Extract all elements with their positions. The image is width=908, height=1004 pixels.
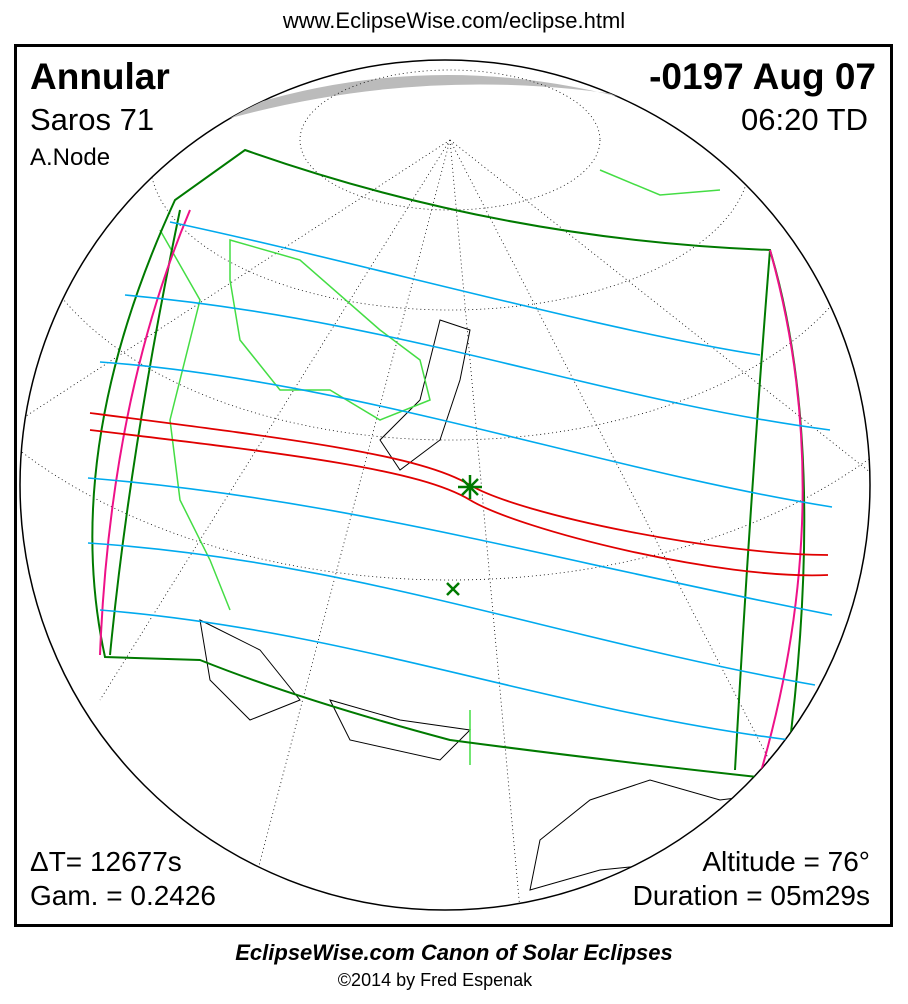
penumbral-lines — [87, 221, 833, 741]
canon-title: EclipseWise.com Canon of Solar Eclipses — [235, 940, 673, 965]
eclipse-time: 06:20 TD — [741, 102, 868, 137]
penumbral-limit-north — [91, 148, 806, 782]
rise-set-curve-west — [99, 209, 191, 656]
sun-altitude: Altitude = 76° — [702, 846, 870, 877]
eclipse-date: -0197 Aug 07 — [649, 56, 876, 97]
greatest-eclipse-marker — [458, 475, 482, 499]
gamma: Gam. = 0.2426 — [30, 880, 217, 911]
node: A.Node — [30, 144, 111, 171]
saros-number: Saros 71 — [30, 102, 155, 137]
night-region — [160, 75, 740, 140]
map-frame — [14, 44, 893, 927]
globe — [19, 59, 871, 911]
subsolar-point-marker — [446, 582, 460, 596]
copyright: ©2014 by Fred Espenak — [337, 970, 533, 990]
central-duration: Duration = 05m29s — [632, 880, 870, 911]
country-borders — [159, 169, 721, 765]
source-url: www.EclipseWise.com/eclipse.html — [282, 8, 626, 33]
delta-t: ΔT= 12677s — [30, 846, 182, 877]
rise-set-curve-east — [759, 249, 804, 776]
penumbral-limit-inner — [109, 209, 771, 771]
eclipse-type: Annular — [30, 56, 170, 97]
